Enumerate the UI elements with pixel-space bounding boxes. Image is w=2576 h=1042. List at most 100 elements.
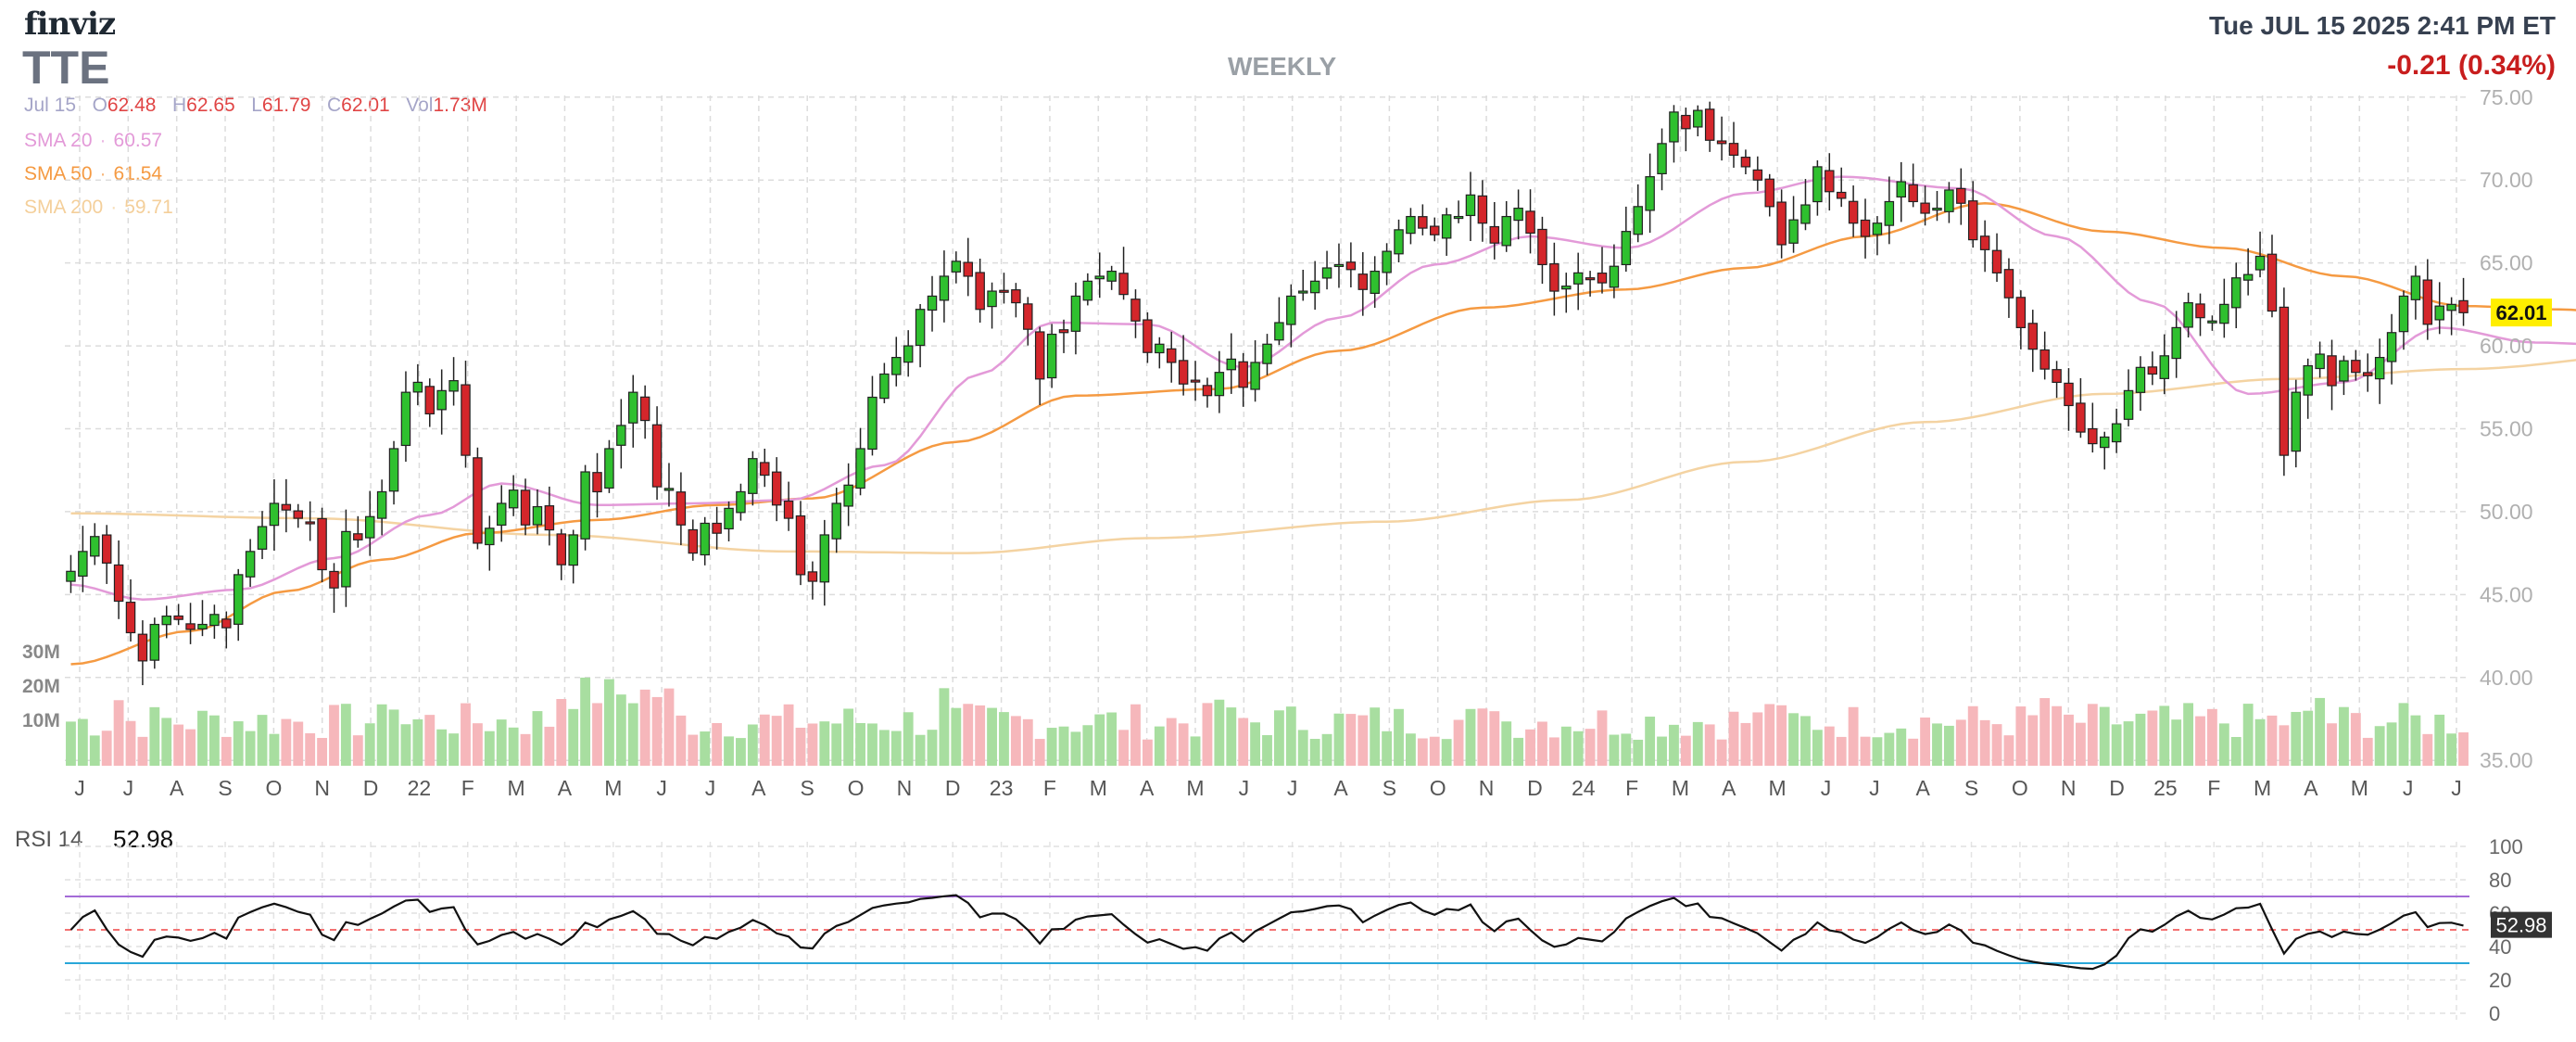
sma20-legend[interactable]: SMA 20 · 60.57	[24, 130, 163, 151]
volume-bar	[855, 722, 865, 766]
finviz-logo[interactable]: finviz	[24, 6, 116, 43]
candle-body	[1202, 385, 1213, 397]
candle-body	[209, 614, 220, 627]
volume-bar	[1991, 724, 2002, 766]
volume-bar	[412, 718, 423, 766]
volume-bar	[688, 734, 699, 766]
volume-bar	[771, 716, 782, 766]
candle-body	[627, 391, 638, 424]
candle-body	[2147, 366, 2158, 375]
volume-bar	[2064, 714, 2074, 766]
volume-bar	[1572, 731, 1584, 766]
sma200-value: 59.71	[124, 197, 173, 218]
volume-bar	[2111, 724, 2122, 766]
candle-body	[2374, 356, 2385, 380]
volume-bar	[1669, 724, 1679, 766]
candle-body	[651, 424, 663, 488]
y-tick-label: 55.00	[2480, 417, 2533, 441]
candle-body	[2111, 423, 2122, 443]
candle-body	[724, 507, 734, 530]
candle-body	[245, 551, 256, 578]
volume-bar	[639, 689, 650, 766]
ticker-symbol: TTE	[22, 42, 110, 94]
candle-body	[2099, 436, 2110, 449]
candle-body	[2219, 303, 2229, 324]
sma50-value: 61.54	[113, 163, 163, 184]
volume-bar	[305, 732, 316, 766]
volume-bar	[1250, 722, 1261, 766]
volume-bar	[651, 696, 663, 766]
candle-body	[1848, 200, 1859, 224]
candle-body	[1011, 289, 1021, 304]
candle-body	[1896, 181, 1907, 198]
candle-body	[2446, 303, 2456, 311]
volume-bar	[1345, 714, 1357, 766]
volume-bar	[819, 721, 830, 766]
x-tick-label: O	[848, 776, 865, 800]
x-tick-label: M	[1769, 776, 1787, 800]
x-tick-label: S	[1383, 776, 1396, 800]
volume-bar	[1070, 731, 1081, 766]
last-price-tag	[2491, 299, 2552, 327]
candle-body	[1549, 263, 1559, 292]
candle-body	[1465, 194, 1476, 217]
volume-bar	[1537, 721, 1547, 766]
candle-body	[473, 457, 483, 544]
candle-body	[1908, 184, 1918, 203]
candle-body	[1058, 329, 1069, 334]
candle-body	[113, 564, 124, 603]
candle-body	[2195, 303, 2205, 319]
candle-body	[1394, 229, 1404, 255]
candle-body	[1884, 200, 1895, 226]
candle-body	[1537, 228, 1547, 266]
volume-bar	[1453, 719, 1464, 766]
candle-body	[281, 503, 292, 511]
candle-body	[1226, 358, 1237, 371]
x-tick-label: N	[1479, 776, 1495, 800]
x-tick-label: O	[1430, 776, 1446, 800]
volume-bar	[2254, 718, 2266, 766]
volume-bar	[1333, 713, 1345, 766]
x-tick-label: J	[2403, 776, 2414, 800]
volume-bar	[1776, 705, 1787, 766]
candle-body	[1716, 140, 1727, 145]
volume-bar	[1896, 728, 1907, 766]
volume-bar	[1106, 712, 1118, 766]
volume-bar	[1357, 715, 1369, 766]
volume-value: 1.73M	[433, 95, 487, 116]
x-tick-label: M	[1672, 776, 1689, 800]
sma50-legend[interactable]: SMA 50 · 61.54	[24, 163, 163, 184]
candle-body	[1070, 295, 1081, 332]
volume-bar	[736, 738, 746, 766]
candle-body	[807, 571, 818, 582]
volume-bar	[2183, 703, 2194, 766]
volume-bar	[2230, 736, 2241, 766]
volume-bar	[293, 721, 304, 766]
x-tick-label: A	[2304, 776, 2318, 800]
volume-bar	[66, 721, 76, 766]
volume-tick-label: 10M	[22, 710, 60, 731]
candle-body	[544, 505, 555, 531]
volume-bar	[1560, 726, 1572, 766]
volume-bar	[700, 731, 711, 766]
volume-bar	[1285, 706, 1296, 766]
candle-body	[1860, 219, 1871, 237]
candle-body	[1825, 170, 1835, 193]
candle-body	[1046, 333, 1057, 379]
x-tick-label: 25	[2153, 776, 2178, 800]
x-tick-label: M	[2351, 776, 2368, 800]
volume-bar	[2315, 697, 2326, 766]
volume-bar	[161, 718, 172, 766]
candle-body	[2315, 353, 2325, 370]
sma200-legend[interactable]: SMA 200 · 59.71	[24, 197, 173, 218]
volume-bar	[712, 722, 723, 766]
volume-bars	[66, 677, 2469, 766]
candle-body	[760, 462, 770, 477]
volume-bar	[1657, 736, 1667, 766]
x-tick-label: F	[461, 776, 474, 800]
volume-bar	[951, 707, 962, 766]
candle-body	[461, 384, 471, 456]
volume-bar	[2446, 733, 2457, 766]
candle-body	[1597, 273, 1608, 284]
